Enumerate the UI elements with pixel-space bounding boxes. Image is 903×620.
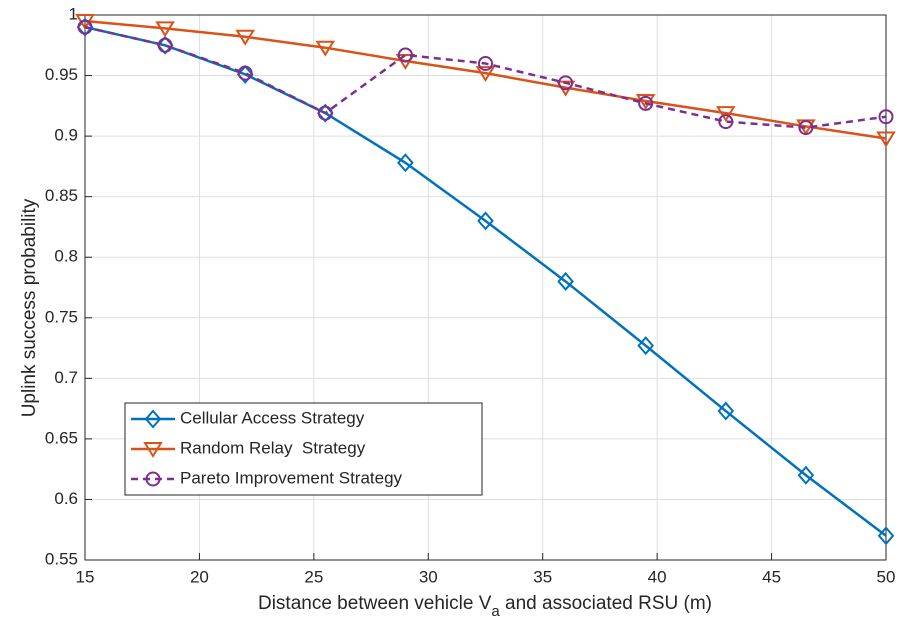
y-tick-label: 0.55 [45,549,78,568]
y-axis-label: Uplink success probability [19,198,40,417]
marker [395,54,416,70]
marker [315,40,336,57]
marker [637,336,655,356]
marker [478,55,493,71]
marker [717,401,735,421]
marker [144,409,162,429]
marker [235,29,255,46]
x-tick-label: 35 [533,567,552,586]
y-tick-label: 0.6 [54,489,78,508]
marker [876,131,896,148]
marker [76,17,94,37]
legend-label: Cellular Access Strategy [180,408,365,427]
marker [477,211,494,231]
series-line [84,19,887,140]
marker [638,95,654,111]
y-tick-label: 0.8 [54,247,78,266]
y-tick-label: 1 [69,4,78,23]
marker [798,120,814,136]
y-tick-label: 0.7 [54,368,78,387]
marker [157,37,173,53]
legend-label: Pareto Improvement Strategy [180,468,403,487]
x-tick-label: 40 [648,567,667,586]
marker [878,109,894,125]
x-tick-label: 45 [762,567,781,586]
marker [635,93,656,110]
marker [155,21,175,38]
marker [77,19,93,35]
legend-box [124,402,483,496]
x-tick-label: 30 [419,567,438,586]
x-tick-label: 50 [877,567,896,586]
x-label-part: and associated RSU (m) [500,593,712,614]
axes-box [84,14,887,561]
x-tick-label: 15 [76,567,95,586]
marker [557,271,574,291]
x-tick-label: 20 [190,567,209,586]
marker [397,153,414,173]
y-tick-label: 0.85 [45,186,78,205]
marker [397,47,413,63]
marker [143,442,163,458]
marker [718,114,734,130]
marker [145,471,161,487]
y-tick-label: 0.9 [54,126,78,145]
x-label-part: Distance between vehicle V [258,593,492,614]
marker [317,105,333,121]
marker [716,106,736,123]
series-line [84,25,887,129]
marker [797,465,815,485]
legend-label: Random Relay Strategy [180,438,366,457]
legend: Cellular Access Strategy Random Relay Str… [124,402,483,496]
x-label-subscript: a [491,603,500,620]
marker [237,65,253,81]
y-tick-label: 0.95 [45,65,78,84]
marker [156,35,174,55]
marker [316,103,334,123]
x-axis-label: Distance between vehicle Va and associat… [258,593,712,620]
marker [475,66,496,83]
x-tick-label: 25 [304,567,323,586]
y-tick-label: 0.65 [45,428,78,447]
y-tick-label: 0.75 [45,307,78,326]
marker [558,75,574,91]
marker [877,526,895,546]
